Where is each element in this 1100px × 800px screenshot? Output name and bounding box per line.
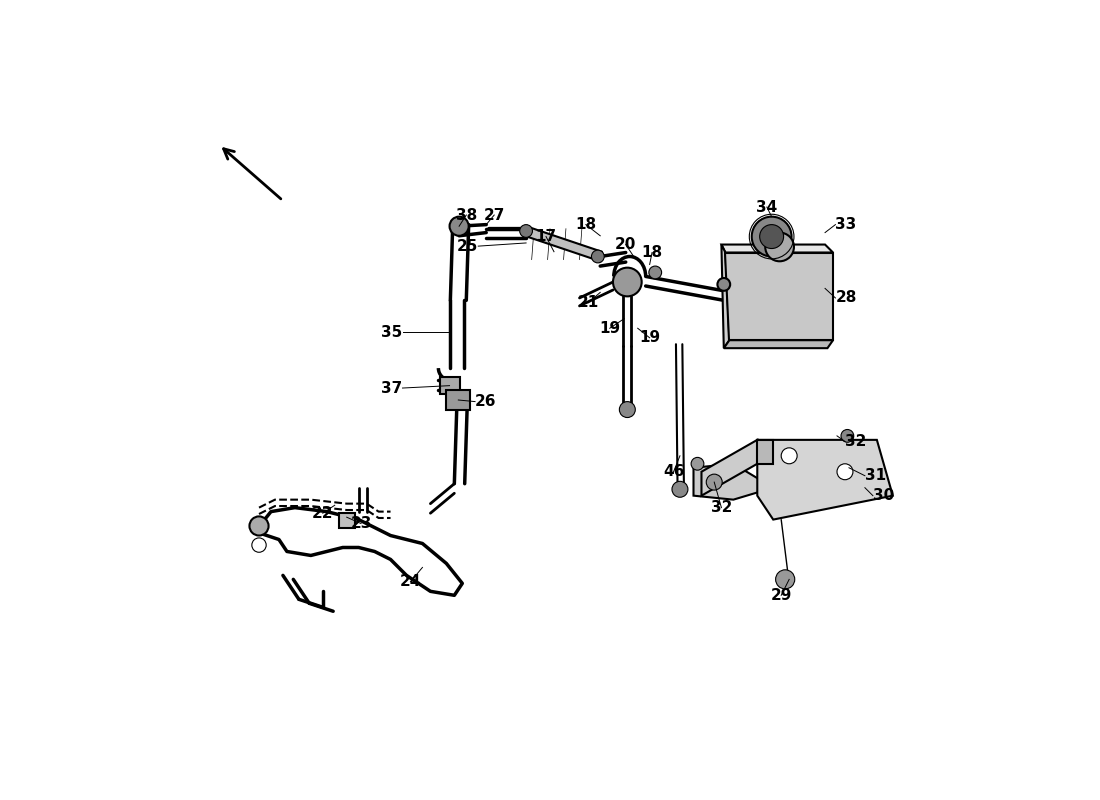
Circle shape (776, 570, 794, 589)
Text: 32: 32 (711, 500, 733, 515)
Text: 23: 23 (351, 516, 372, 531)
Polygon shape (702, 440, 757, 496)
Text: 19: 19 (600, 321, 620, 336)
Circle shape (252, 538, 266, 552)
Circle shape (450, 217, 469, 236)
Text: 26: 26 (475, 394, 496, 409)
Text: 21: 21 (578, 295, 598, 310)
Text: 19: 19 (639, 330, 660, 346)
Text: 37: 37 (382, 381, 403, 395)
Circle shape (672, 482, 688, 498)
Circle shape (691, 458, 704, 470)
Polygon shape (722, 245, 729, 348)
Circle shape (619, 402, 636, 418)
Text: 22: 22 (312, 506, 333, 521)
Circle shape (519, 225, 532, 238)
Circle shape (592, 250, 604, 263)
Circle shape (766, 233, 794, 262)
Text: 24: 24 (399, 574, 421, 590)
Circle shape (842, 430, 854, 442)
Circle shape (250, 516, 268, 535)
Text: 25: 25 (456, 238, 478, 254)
Circle shape (837, 464, 852, 480)
Text: 34: 34 (756, 199, 778, 214)
Polygon shape (757, 440, 773, 464)
Polygon shape (725, 253, 833, 340)
Text: 38: 38 (455, 207, 477, 222)
Circle shape (649, 266, 661, 279)
Text: 35: 35 (382, 325, 403, 340)
Circle shape (760, 225, 783, 249)
Text: 33: 33 (835, 217, 857, 232)
Polygon shape (757, 440, 893, 519)
Text: 31: 31 (865, 468, 886, 483)
Text: 17: 17 (536, 229, 557, 244)
Circle shape (613, 268, 641, 296)
Polygon shape (525, 226, 602, 262)
Text: 20: 20 (615, 237, 637, 252)
Polygon shape (693, 464, 773, 500)
Text: 18: 18 (575, 217, 596, 232)
Text: 28: 28 (835, 290, 857, 306)
Text: 27: 27 (484, 207, 505, 222)
FancyBboxPatch shape (339, 514, 354, 527)
Polygon shape (724, 340, 833, 348)
Text: 46: 46 (663, 464, 684, 479)
Text: 32: 32 (845, 434, 867, 449)
Text: 30: 30 (873, 488, 894, 503)
Circle shape (717, 278, 730, 290)
Circle shape (781, 448, 798, 464)
Circle shape (751, 217, 792, 257)
Text: 29: 29 (770, 588, 792, 603)
FancyBboxPatch shape (447, 390, 471, 410)
Text: 18: 18 (641, 245, 662, 260)
Circle shape (706, 474, 723, 490)
Polygon shape (722, 245, 833, 253)
FancyBboxPatch shape (440, 377, 460, 394)
